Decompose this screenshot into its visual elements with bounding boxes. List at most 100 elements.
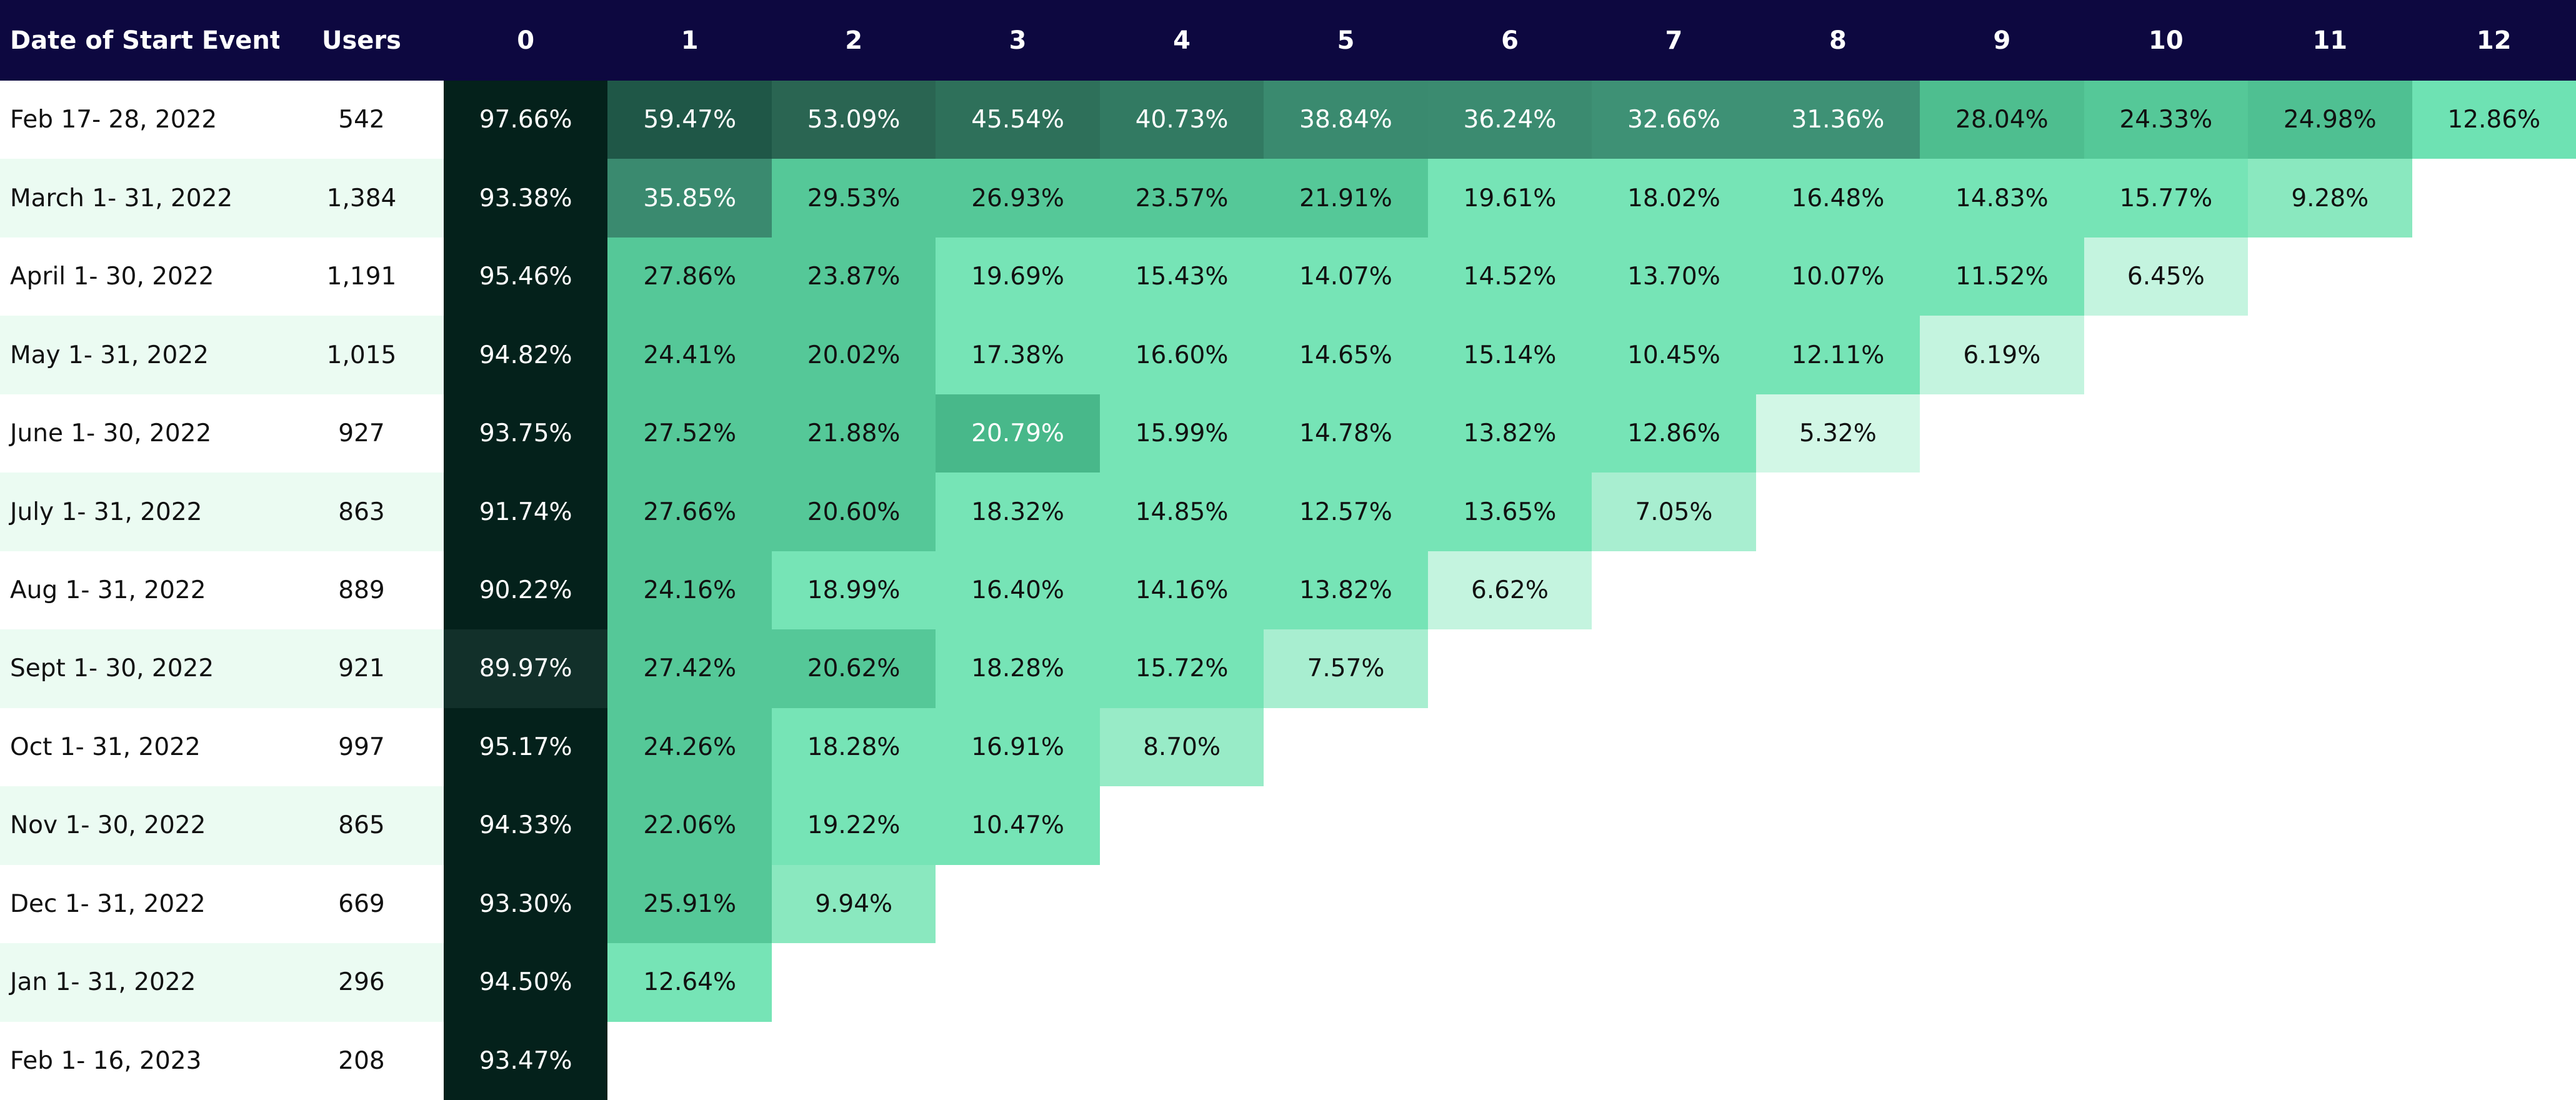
retention-cell: 13.82% bbox=[1264, 551, 1428, 630]
retention-cell: 18.32% bbox=[936, 472, 1100, 551]
retention-cell: 19.61% bbox=[1427, 159, 1592, 238]
retention-cell: 9.28% bbox=[2248, 159, 2412, 238]
row-date: July 1- 31, 2022 bbox=[0, 472, 279, 551]
retention-cell: 23.87% bbox=[771, 237, 936, 316]
retention-cell: 91.74% bbox=[444, 472, 608, 551]
retention-cell: 17.38% bbox=[936, 316, 1100, 394]
retention-cell: 14.52% bbox=[1427, 237, 1592, 316]
retention-cell: 13.82% bbox=[1427, 394, 1592, 473]
column-header: 2 bbox=[771, 0, 936, 81]
row-date: June 1- 30, 2022 bbox=[0, 394, 279, 473]
column-header: 9 bbox=[1920, 0, 2084, 81]
retention-cell: 14.16% bbox=[1099, 551, 1264, 630]
retention-cell: 6.19% bbox=[1920, 316, 2084, 394]
retention-cell: 95.46% bbox=[444, 237, 608, 316]
retention-cell: 28.04% bbox=[1920, 81, 2084, 159]
retention-cell: 12.11% bbox=[1755, 316, 1920, 394]
retention-cell: 94.82% bbox=[444, 316, 608, 394]
retention-cell: 6.62% bbox=[1427, 551, 1592, 630]
retention-cell: 18.02% bbox=[1592, 159, 1756, 238]
retention-cell: 31.36% bbox=[1755, 81, 1920, 159]
retention-cell: 12.86% bbox=[1592, 394, 1756, 473]
row-users: 863 bbox=[279, 472, 444, 551]
retention-cell: 90.22% bbox=[444, 551, 608, 630]
retention-cell: 95.17% bbox=[444, 708, 608, 787]
row-users: 669 bbox=[279, 864, 444, 944]
row-users: 542 bbox=[279, 81, 444, 159]
column-header: 7 bbox=[1592, 0, 1756, 81]
retention-cell: 7.05% bbox=[1592, 472, 1756, 551]
retention-cell: 12.86% bbox=[2412, 81, 2576, 159]
retention-cell: 19.22% bbox=[771, 786, 936, 865]
retention-cell: 16.40% bbox=[936, 551, 1100, 630]
retention-cell: 21.88% bbox=[771, 394, 936, 473]
retention-cell: 10.45% bbox=[1592, 316, 1756, 394]
retention-cell: 18.28% bbox=[771, 708, 936, 787]
column-header: 4 bbox=[1099, 0, 1264, 81]
row-date: March 1- 31, 2022 bbox=[0, 159, 279, 238]
retention-cell: 12.57% bbox=[1264, 472, 1428, 551]
row-date: Oct 1- 31, 2022 bbox=[0, 708, 279, 787]
retention-cell: 23.57% bbox=[1099, 159, 1264, 238]
retention-cell: 45.54% bbox=[936, 81, 1100, 159]
retention-cell: 11.52% bbox=[1920, 237, 2084, 316]
row-date: Jan 1- 31, 2022 bbox=[0, 943, 279, 1022]
retention-cell: 20.60% bbox=[771, 472, 936, 551]
retention-cell: 15.43% bbox=[1099, 237, 1264, 316]
retention-cell: 32.66% bbox=[1592, 81, 1756, 159]
retention-cell: 35.85% bbox=[607, 159, 772, 238]
row-users: 1,015 bbox=[279, 316, 444, 394]
column-header: 11 bbox=[2248, 0, 2412, 81]
retention-cell: 15.14% bbox=[1427, 316, 1592, 394]
row-users: 927 bbox=[279, 394, 444, 473]
retention-cell: 20.62% bbox=[771, 629, 936, 708]
retention-cell: 29.53% bbox=[771, 159, 936, 238]
row-date: Feb 1- 16, 2023 bbox=[0, 1021, 279, 1100]
retention-cell: 27.66% bbox=[607, 472, 772, 551]
row-users: 889 bbox=[279, 551, 444, 630]
retention-cell: 14.85% bbox=[1099, 472, 1264, 551]
row-users: 997 bbox=[279, 708, 444, 787]
retention-cell: 7.57% bbox=[1264, 629, 1428, 708]
retention-cell: 94.33% bbox=[444, 786, 608, 865]
retention-cell: 26.93% bbox=[936, 159, 1100, 238]
column-header: 3 bbox=[936, 0, 1100, 81]
retention-cell: 93.30% bbox=[444, 864, 608, 944]
column-header: 6 bbox=[1427, 0, 1592, 81]
retention-cell: 19.69% bbox=[936, 237, 1100, 316]
retention-cell: 93.38% bbox=[444, 159, 608, 238]
column-header: Users bbox=[279, 0, 444, 81]
row-users: 1,384 bbox=[279, 159, 444, 238]
retention-cell: 16.60% bbox=[1099, 316, 1264, 394]
retention-cell: 24.98% bbox=[2248, 81, 2412, 159]
retention-cell: 94.50% bbox=[444, 943, 608, 1022]
retention-cell: 15.77% bbox=[2084, 159, 2249, 238]
retention-cell: 14.83% bbox=[1920, 159, 2084, 238]
row-date: Nov 1- 30, 2022 bbox=[0, 786, 279, 865]
retention-cell: 38.84% bbox=[1264, 81, 1428, 159]
retention-cell: 59.47% bbox=[607, 81, 772, 159]
column-header: Date of Start Event bbox=[0, 0, 282, 81]
row-users: 296 bbox=[279, 943, 444, 1022]
column-header: 10 bbox=[2084, 0, 2249, 81]
row-date: Aug 1- 31, 2022 bbox=[0, 551, 279, 630]
row-date: April 1- 30, 2022 bbox=[0, 237, 279, 316]
retention-cell: 97.66% bbox=[444, 81, 608, 159]
retention-cell: 24.33% bbox=[2084, 81, 2249, 159]
retention-cell: 27.52% bbox=[607, 394, 772, 473]
retention-cell: 36.24% bbox=[1427, 81, 1592, 159]
column-header: 1 bbox=[607, 0, 772, 81]
retention-cell: 27.42% bbox=[607, 629, 772, 708]
retention-cell: 15.99% bbox=[1099, 394, 1264, 473]
retention-cell: 21.91% bbox=[1264, 159, 1428, 238]
retention-cell: 16.48% bbox=[1755, 159, 1920, 238]
retention-cell: 20.02% bbox=[771, 316, 936, 394]
retention-cell: 16.91% bbox=[936, 708, 1100, 787]
retention-cell: 89.97% bbox=[444, 629, 608, 708]
row-users: 1,191 bbox=[279, 237, 444, 316]
retention-cell: 93.47% bbox=[444, 1021, 608, 1100]
retention-cell: 10.47% bbox=[936, 786, 1100, 865]
row-users: 921 bbox=[279, 629, 444, 708]
retention-cell: 10.07% bbox=[1755, 237, 1920, 316]
